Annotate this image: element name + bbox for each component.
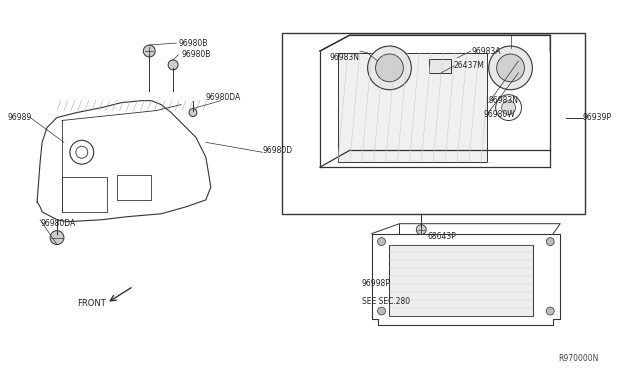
Text: 96983A: 96983A [472,46,501,55]
Text: 96980D: 96980D [262,146,292,155]
Text: FRONT: FRONT [77,299,106,308]
Circle shape [547,307,554,315]
Text: 96989: 96989 [7,113,31,122]
Text: 96980DA: 96980DA [206,93,241,102]
Bar [390,244,533,316]
Bar [429,59,451,73]
Text: 26437M: 26437M [454,61,485,70]
Circle shape [378,238,385,246]
Circle shape [50,231,64,244]
Circle shape [189,109,197,116]
Text: R970000N: R970000N [558,354,598,363]
Circle shape [547,238,554,246]
Circle shape [489,46,532,90]
Text: 96998P: 96998P [362,279,390,288]
Circle shape [168,60,178,70]
Text: 96980W: 96980W [484,110,515,119]
Bar [338,53,487,162]
Text: 96939P: 96939P [582,113,611,122]
Bar [62,177,107,212]
Circle shape [376,54,403,82]
Circle shape [497,54,524,82]
Text: 96983N: 96983N [330,54,360,62]
Circle shape [502,101,516,115]
Circle shape [416,225,426,235]
Text: 96983N: 96983N [489,96,519,105]
Text: 68643P: 68643P [427,232,456,241]
Bar [116,175,151,200]
Text: SEE SEC.280: SEE SEC.280 [362,296,410,306]
Bar [282,33,585,214]
Text: 96980DA: 96980DA [40,219,76,228]
Text: 96980B: 96980B [178,39,207,48]
Text: 96980B: 96980B [181,51,211,60]
Circle shape [143,45,156,57]
Circle shape [378,307,385,315]
Circle shape [367,46,412,90]
